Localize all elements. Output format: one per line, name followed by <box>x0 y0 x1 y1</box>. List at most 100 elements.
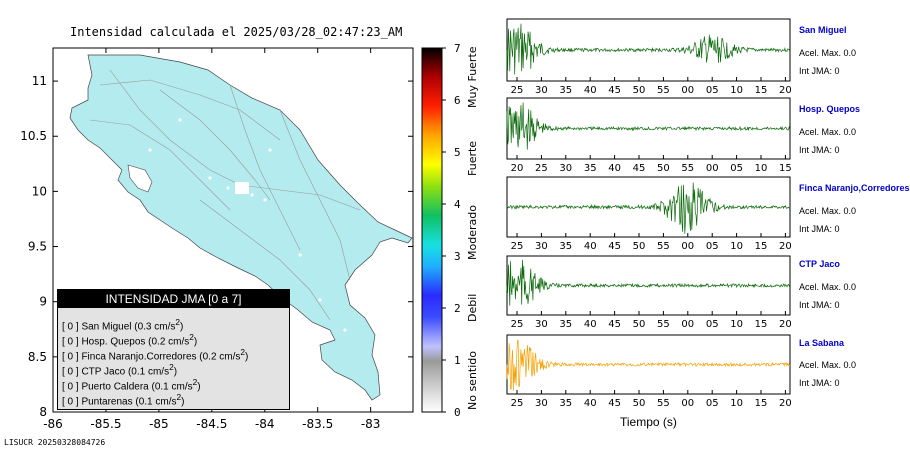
waveform <box>506 339 791 391</box>
time-tick-label: 50 <box>633 398 646 409</box>
time-tick-label: 45 <box>608 85 621 96</box>
station-name: CTP Jaco <box>799 259 840 269</box>
time-tick-label: 15 <box>755 85 768 96</box>
legend-header: INTENSIDAD JMA [0 a 7] <box>58 290 289 308</box>
time-tick-label: 55 <box>681 163 694 174</box>
time-tick-label: 50 <box>633 241 646 252</box>
station-int: Int JMA: 0 <box>799 145 840 155</box>
time-tick-label: 45 <box>608 319 621 330</box>
station-acel: Acel. Max. 0.0 <box>799 48 857 58</box>
time-tick-label: 30 <box>535 398 548 409</box>
seismogram-0: 25 30 35 40 45 50 55 00 05 10 15 20 <box>506 18 792 96</box>
time-tick-label: 10 <box>730 85 743 96</box>
time-tick-label: 20 <box>779 398 792 409</box>
seismogram-2: 25 30 35 40 45 50 55 00 05 10 15 20 <box>506 176 792 252</box>
station-name: La Sabana <box>799 338 845 348</box>
time-tick-label: 50 <box>657 163 670 174</box>
colorbar <box>421 47 443 413</box>
map-title: Intensidad calculada el 2025/03/28_02:47… <box>70 25 403 39</box>
colorbar-tick-label: 0 <box>454 406 461 419</box>
time-tick-label: 50 <box>633 319 646 330</box>
time-tick-label: 00 <box>681 398 694 409</box>
station-acel: Acel. Max. 0.0 <box>799 206 857 216</box>
time-tick-label: 30 <box>559 163 572 174</box>
time-tick-label: 55 <box>657 319 670 330</box>
colorbar-label-moderado: Moderado <box>466 205 479 260</box>
legend-row: [ 0 ] San Miguel (0.3 cm/s2) <box>62 317 184 333</box>
station-int: Int JMA: 0 <box>799 66 840 76</box>
time-tick-label: 05 <box>706 319 719 330</box>
station-name: San Miguel <box>799 25 847 35</box>
time-tick-label: 30 <box>535 241 548 252</box>
waveform <box>506 102 791 150</box>
seismogram-4: 25 30 35 40 45 50 55 00 05 10 15 20 <box>506 334 792 409</box>
time-tick-label: 20 <box>779 85 792 96</box>
time-tick-label: 35 <box>559 85 572 96</box>
time-tick-label: 05 <box>730 163 743 174</box>
time-tick-label: 20 <box>779 241 792 252</box>
colorbar-label-debil: Debil <box>466 293 479 322</box>
time-tick-label: 05 <box>706 241 719 252</box>
x-tick-label: -84.5 <box>196 417 227 431</box>
time-tick-label: 15 <box>755 319 768 330</box>
provincial-boundaries <box>89 69 361 321</box>
y-tick-label: 11 <box>32 74 47 88</box>
y-tick-label: 8 <box>39 405 47 419</box>
colorbar-tick-label: 6 <box>454 94 461 107</box>
time-tick-label: 35 <box>559 241 572 252</box>
legend-row: [ 0 ] Puerto Caldera (0.1 cm/s2) <box>62 377 201 393</box>
seismogram-panels: 25 30 35 40 45 50 55 00 05 10 15 20 20 25 30 35 40 45 50 55… <box>506 18 792 409</box>
x-tick-label: -84 <box>255 417 275 431</box>
time-tick-label: 55 <box>657 241 670 252</box>
y-tick-label: 10 <box>32 184 47 198</box>
time-tick-label: 30 <box>535 319 548 330</box>
time-tick-label: 40 <box>584 398 597 409</box>
station-name: Hosp. Quepos <box>799 104 861 114</box>
time-tick-label: 25 <box>511 398 524 409</box>
colorbar-label-no-sentido: No sentido <box>466 350 479 410</box>
colorbar-ticks: 0 1 2 3 4 5 6 7 <box>442 42 461 419</box>
x-tick-label: -85 <box>149 417 169 431</box>
time-tick-label: 55 <box>657 398 670 409</box>
time-tick-label: 15 <box>755 241 768 252</box>
time-tick-label: 10 <box>730 241 743 252</box>
time-tick-label: 45 <box>633 163 646 174</box>
time-tick-label: 30 <box>535 85 548 96</box>
time-tick-label: 20 <box>511 163 524 174</box>
seismogram-3: 25 30 35 40 45 50 55 00 05 10 15 20 <box>506 255 792 330</box>
waveform <box>506 23 791 75</box>
y-tick-label: 9.5 <box>28 240 47 254</box>
time-tick-label: 45 <box>608 398 621 409</box>
intensity-legend: INTENSIDAD JMA [0 a 7] [ 0 ] San Miguel … <box>57 289 290 410</box>
time-tick-label: 10 <box>730 398 743 409</box>
time-tick-label: 40 <box>584 85 597 96</box>
y-tick-label: 9 <box>39 295 47 309</box>
station-int: Int JMA: 0 <box>799 378 840 388</box>
x-tick-label: -83.5 <box>302 417 333 431</box>
legend-row: [ 0 ] Finca Naranjo.Corredores (0.2 cm/s… <box>62 347 249 363</box>
time-tick-label: 00 <box>681 85 694 96</box>
colorbar-label-muy-fuerte: Muy Fuerte <box>466 46 479 108</box>
time-tick-label: 00 <box>681 319 694 330</box>
time-tick-label: 55 <box>657 85 670 96</box>
x-tick-label: -83 <box>361 417 381 431</box>
time-tick-label: 25 <box>511 85 524 96</box>
y-tick-label: 10.5 <box>20 129 47 143</box>
time-tick-label: 20 <box>779 319 792 330</box>
town-markers <box>148 118 347 332</box>
seismogram-1: 20 25 30 35 40 45 50 55 00 05 10 15 <box>506 97 792 174</box>
y-tick-label: 8.5 <box>28 350 47 364</box>
colorbar-tick-label: 3 <box>454 250 461 263</box>
waveform <box>506 182 790 234</box>
time-tick-label: 25 <box>535 163 548 174</box>
colorbar-tick-label: 7 <box>454 42 461 55</box>
time-tick-label: 05 <box>706 398 719 409</box>
time-tick-label: 25 <box>511 241 524 252</box>
time-axis-label: Tiempo (s) <box>620 415 677 429</box>
seismogram-frame <box>506 176 791 238</box>
colorbar-tick-label: 2 <box>454 302 461 315</box>
map-x-axis: -86 -85.5 -85 -84.5 -84 -83.5 -83 <box>43 48 380 431</box>
time-tick-label: 00 <box>681 241 694 252</box>
legend-row: [ 0 ] Puntarenas (0.1 cm/s2) <box>62 392 185 408</box>
